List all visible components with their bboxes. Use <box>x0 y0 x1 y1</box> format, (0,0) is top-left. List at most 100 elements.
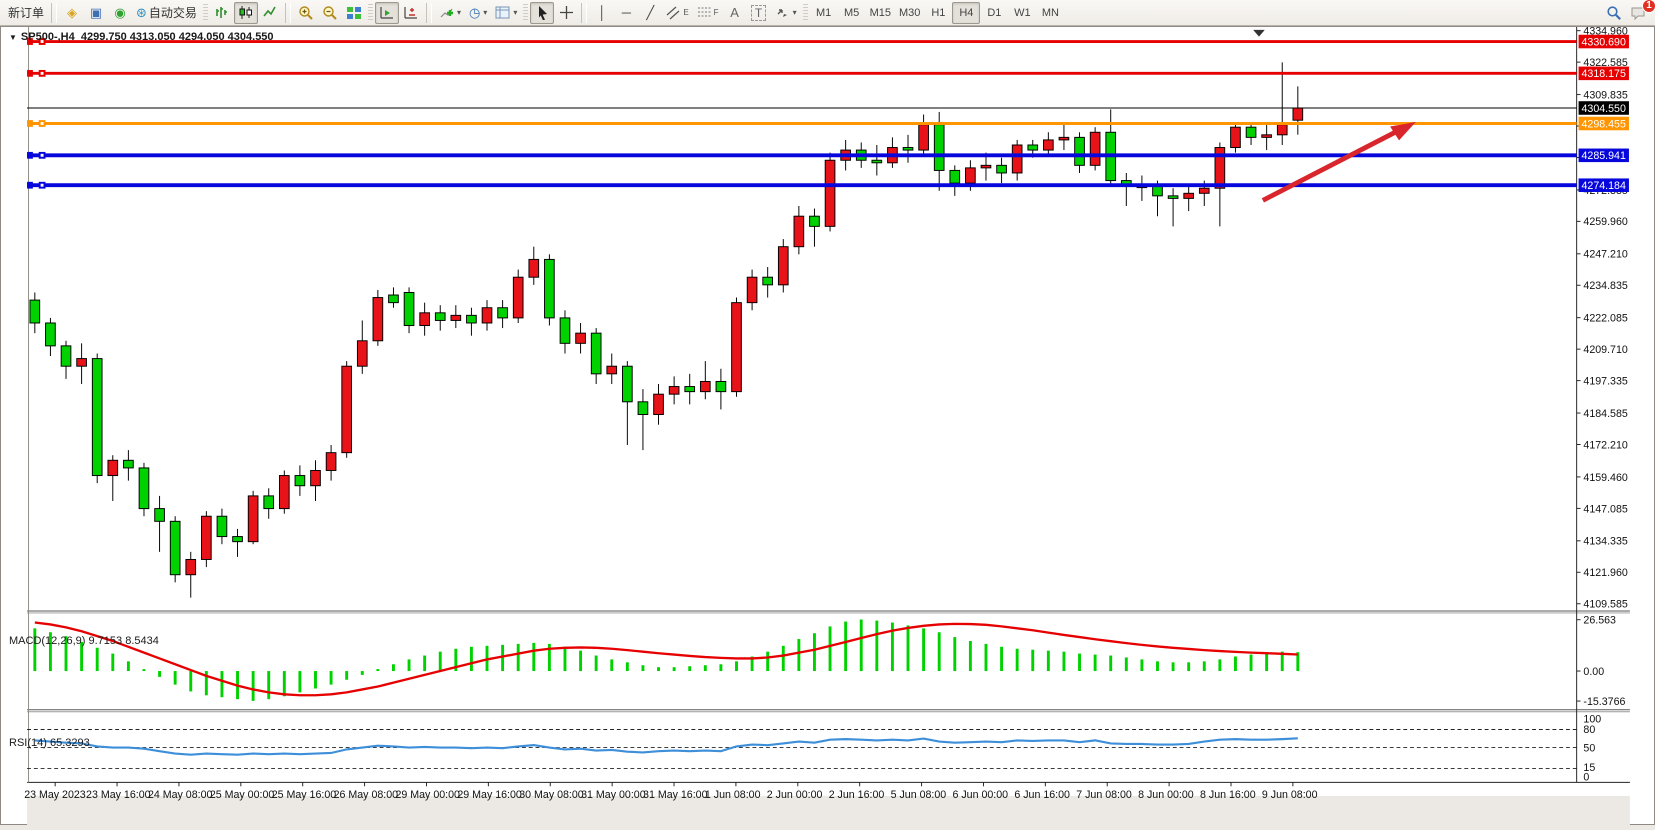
candle <box>777 246 789 286</box>
time-label: 29 May 16:00 <box>457 789 522 801</box>
macd-pane: 26.563 0.00 -15.3766 <box>33 615 1626 708</box>
candle <box>169 520 181 576</box>
time-label: 24 May 08:00 <box>148 789 213 801</box>
horizontal-line-tool[interactable]: ─ <box>621 5 631 20</box>
bar-chart-icon[interactable] <box>210 2 234 24</box>
candle <box>481 307 493 324</box>
line-chart-icon[interactable] <box>258 2 282 24</box>
price-tag <box>1578 116 1629 131</box>
candle <box>278 475 290 510</box>
candle <box>497 307 508 319</box>
svg-text:4147.085: 4147.085 <box>1583 503 1627 515</box>
timeframe-m30[interactable]: M30 <box>898 6 921 19</box>
chart-shift-icon[interactable] <box>399 2 423 24</box>
timeframe-mn[interactable]: MN <box>1041 6 1059 19</box>
timeframe-h1[interactable]: H1 <box>931 6 946 19</box>
svg-text:4109.585: 4109.585 <box>1583 599 1627 611</box>
toolbar-grip <box>202 3 208 22</box>
tile-windows-icon[interactable] <box>342 2 366 24</box>
candle <box>902 147 914 151</box>
candle <box>434 312 446 321</box>
separator <box>51 2 58 23</box>
dropdown-arrow-icon: ▾ <box>513 8 518 17</box>
candlestick-chart-icon[interactable] <box>233 1 258 24</box>
channel-tool-label: E <box>683 8 689 17</box>
search-icon[interactable] <box>1602 2 1626 24</box>
time-label: 1 Jun 08:00 <box>705 789 761 801</box>
chart-canvas[interactable]: 4334.9604322.5854309.8354297.4604285.085… <box>1 27 1655 826</box>
templates-button[interactable]: ▾ <box>491 2 521 24</box>
vertical-line-tool[interactable]: │ <box>598 5 607 20</box>
timeframe-h4[interactable]: H4 <box>952 1 981 24</box>
svg-text:4309.835: 4309.835 <box>1583 89 1627 101</box>
time-label: 23 May 16:00 <box>86 789 151 801</box>
toolbar-grip <box>523 3 529 22</box>
rsi-line <box>34 737 1298 756</box>
candle <box>123 459 134 469</box>
candle <box>1167 195 1179 199</box>
macd-main-value: 9.7153 <box>88 635 123 647</box>
candle <box>793 215 805 248</box>
macd-signal-value: 8.5434 <box>125 635 159 647</box>
arrows-tool[interactable]: ▾ <box>771 2 801 24</box>
svg-text:4259.960: 4259.960 <box>1583 216 1627 228</box>
zoom-in-icon[interactable] <box>294 2 318 24</box>
zoom-out-icon[interactable] <box>318 2 342 24</box>
time-label: 23 May 2023 <box>24 789 86 801</box>
fibonacci-tool[interactable]: F <box>693 2 723 24</box>
candle <box>1214 147 1226 189</box>
dropdown-arrow-icon: ▾ <box>483 8 488 17</box>
autoscroll-icon[interactable] <box>374 1 399 24</box>
new-order-button[interactable]: 新订单 <box>4 2 48 24</box>
time-label: 31 May 00:00 <box>581 789 646 801</box>
trendline-tool[interactable]: ╱ <box>646 5 655 20</box>
timeframe-d1[interactable]: D1 <box>987 6 1002 19</box>
add-indicator-button[interactable]: ▾ <box>435 2 465 24</box>
candle <box>980 164 992 169</box>
candle <box>29 299 41 324</box>
periods-button[interactable]: ◷ ▾ <box>465 2 491 24</box>
time-label: 9 Jun 08:00 <box>1262 789 1318 801</box>
candle <box>699 380 711 393</box>
separator <box>425 2 432 23</box>
signals-icon[interactable]: ◉ <box>114 5 126 20</box>
text-tool[interactable]: A <box>723 2 747 24</box>
candle <box>372 297 384 342</box>
charts-icon[interactable]: ◈ <box>67 5 78 20</box>
rsi-value: 65.3293 <box>49 737 90 749</box>
dropdown-arrow-icon: ▾ <box>456 8 461 17</box>
svg-text:4134.335: 4134.335 <box>1583 536 1627 548</box>
svg-text:4159.460: 4159.460 <box>1583 472 1627 484</box>
crosshair-tool[interactable] <box>554 2 578 24</box>
notifications-button[interactable]: 1 <box>1626 0 1655 24</box>
horizontal-lines <box>27 38 1577 189</box>
candle <box>107 459 119 477</box>
autotrading-button[interactable]: ⊛ 自动交易 <box>132 2 201 24</box>
chevron-down-icon: ▼ <box>9 33 17 42</box>
price-tag <box>1578 34 1629 49</box>
main-toolbar: 新订单 ◈ ▣ ◉ ⊛ 自动交易 ▾ ◷ ▾ ▾ <box>0 0 1655 26</box>
timeframe-m1[interactable]: M1 <box>815 6 832 19</box>
timeframe-m15[interactable]: M15 <box>869 6 891 19</box>
price-tag <box>1578 101 1629 115</box>
price-tag <box>1578 66 1629 81</box>
candle <box>809 215 820 227</box>
candle <box>419 312 430 327</box>
market-watch-icon[interactable]: ▣ <box>89 5 103 20</box>
candle <box>653 393 664 416</box>
label-tool[interactable]: T <box>747 2 771 24</box>
timeframe-m5[interactable]: M5 <box>843 6 860 19</box>
candle <box>559 317 571 344</box>
candle <box>996 164 1007 174</box>
timeframe-w1[interactable]: W1 <box>1014 6 1031 19</box>
svg-text:4234.835: 4234.835 <box>1583 280 1627 292</box>
cursor-tool[interactable] <box>530 1 555 24</box>
candle <box>232 536 243 543</box>
channel-tool[interactable]: E <box>662 2 692 24</box>
candle <box>341 365 353 454</box>
svg-text:50: 50 <box>1583 742 1595 754</box>
globe-icon: ⊛ <box>136 5 147 20</box>
symbol-period: SP500-,H4 <box>20 31 75 43</box>
candle <box>1245 126 1257 138</box>
